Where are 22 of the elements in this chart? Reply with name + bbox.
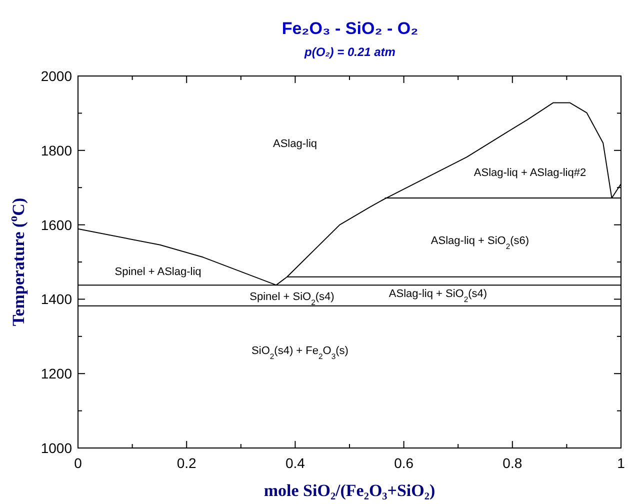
chart-subtitle: p(O₂) = 0.21 atm <box>304 45 396 59</box>
y-tick-label: 1600 <box>40 216 72 233</box>
y-tick-label: 1400 <box>40 291 72 308</box>
annotation: ASlag-liq + ASlag-liq#2 <box>474 167 586 179</box>
y-tick-label: 2000 <box>40 68 72 84</box>
y-tick-label: 1800 <box>40 142 72 158</box>
annotation: Spinel + ASlag-liq <box>114 266 202 278</box>
annotation: Spinel + SiO$_{2}$(s4) <box>250 291 334 306</box>
x-tick-label: 0 <box>74 455 82 471</box>
annotation: SiO$_{2}$(s4) + Fe$_{2}$O$_{3}$(s) <box>252 345 348 360</box>
chart-title: Fe₂O₃ - SiO₂ - O₂ <box>282 19 418 38</box>
x-tick-label: 0.4 <box>285 455 306 471</box>
x-axis-title: mole SiO₂/(Fe₂O₃+SiO₂) <box>264 481 436 500</box>
x-tick-label: 0.8 <box>502 455 522 471</box>
x-tick-label: 1 <box>617 455 626 471</box>
annotation: ASlag-liq <box>272 138 318 150</box>
x-tick-label: 0.6 <box>394 455 414 471</box>
x-tick-label: 0.2 <box>176 455 197 471</box>
y-tick-label: 1200 <box>40 366 72 382</box>
annotation: ASlag-liq + SiO$_{2}$(s4) <box>388 288 488 304</box>
annotation: ASlag-liq + SiO$_{2}$(s6) <box>430 235 530 250</box>
y-tick-label: 1000 <box>40 440 72 456</box>
